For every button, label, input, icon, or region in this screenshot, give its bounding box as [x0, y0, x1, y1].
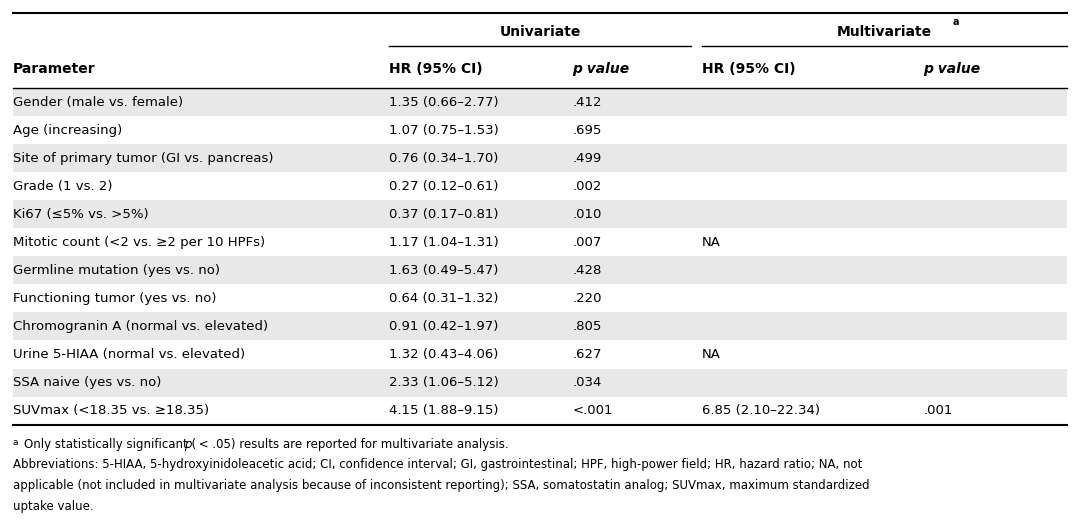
Text: .695: .695	[572, 123, 602, 137]
Text: Site of primary tumor (GI vs. pancreas): Site of primary tumor (GI vs. pancreas)	[13, 152, 273, 165]
Text: Chromogranin A (normal vs. elevated): Chromogranin A (normal vs. elevated)	[13, 320, 268, 333]
Text: p value: p value	[923, 63, 981, 76]
Text: SUVmax (<18.35 vs. ≥18.35): SUVmax (<18.35 vs. ≥18.35)	[13, 404, 210, 417]
Text: Gender (male vs. female): Gender (male vs. female)	[13, 95, 184, 108]
Bar	[13, 88, 1067, 116]
Text: <.001: <.001	[572, 404, 613, 417]
Text: .428: .428	[572, 264, 602, 277]
Text: Parameter: Parameter	[13, 63, 96, 76]
Bar	[13, 284, 1067, 313]
Text: Abbreviations: 5-HIAA, 5-hydroxyinidoleacetic acid; CI, confidence interval; GI,: Abbreviations: 5-HIAA, 5-hydroxyinidolea…	[13, 458, 862, 472]
Text: Functioning tumor (yes vs. no): Functioning tumor (yes vs. no)	[13, 292, 216, 305]
Text: 1.63 (0.49–5.47): 1.63 (0.49–5.47)	[389, 264, 498, 277]
Bar	[13, 116, 1067, 144]
Bar	[13, 144, 1067, 172]
Bar	[13, 200, 1067, 228]
Text: NA: NA	[702, 348, 720, 361]
Text: NA: NA	[702, 236, 720, 249]
Text: uptake value.: uptake value.	[13, 500, 94, 513]
Bar	[13, 13, 1067, 51]
Text: a: a	[953, 17, 959, 28]
Text: .034: .034	[572, 376, 602, 389]
Text: 1.17 (1.04–1.31): 1.17 (1.04–1.31)	[389, 236, 499, 249]
Text: 2.33 (1.06–5.12): 2.33 (1.06–5.12)	[389, 376, 499, 389]
Text: 0.64 (0.31–1.32): 0.64 (0.31–1.32)	[389, 292, 498, 305]
Bar	[13, 228, 1067, 256]
Text: 0.27 (0.12–0.61): 0.27 (0.12–0.61)	[389, 180, 498, 193]
Text: .001: .001	[923, 404, 953, 417]
Text: 0.91 (0.42–1.97): 0.91 (0.42–1.97)	[389, 320, 498, 333]
Text: Urine 5-HIAA (normal vs. elevated): Urine 5-HIAA (normal vs. elevated)	[13, 348, 245, 361]
Text: 1.07 (0.75–1.53): 1.07 (0.75–1.53)	[389, 123, 499, 137]
Bar	[13, 172, 1067, 200]
Text: .007: .007	[572, 236, 602, 249]
Text: 0.76 (0.34–1.70): 0.76 (0.34–1.70)	[389, 152, 498, 165]
Bar	[13, 256, 1067, 284]
Bar	[13, 368, 1067, 396]
Text: Age (increasing): Age (increasing)	[13, 123, 122, 137]
Text: 6.85 (2.10–22.34): 6.85 (2.10–22.34)	[702, 404, 820, 417]
Text: Germline mutation (yes vs. no): Germline mutation (yes vs. no)	[13, 264, 220, 277]
Text: Only statistically significant (: Only statistically significant (	[24, 438, 195, 451]
Text: SSA naive (yes vs. no): SSA naive (yes vs. no)	[13, 376, 161, 389]
Text: 4.15 (1.88–9.15): 4.15 (1.88–9.15)	[389, 404, 498, 417]
Text: .010: .010	[572, 208, 602, 221]
Text: applicable (not included in multivariate analysis because of inconsistent report: applicable (not included in multivariate…	[13, 479, 869, 492]
Text: .499: .499	[572, 152, 602, 165]
Text: Multivariate: Multivariate	[837, 25, 932, 39]
Text: a: a	[13, 438, 18, 446]
Bar	[13, 51, 1067, 88]
Text: p: p	[184, 438, 191, 451]
Text: .627: .627	[572, 348, 602, 361]
Text: Grade (1 vs. 2): Grade (1 vs. 2)	[13, 180, 112, 193]
Text: 1.32 (0.43–4.06): 1.32 (0.43–4.06)	[389, 348, 498, 361]
Bar	[13, 341, 1067, 368]
Text: .220: .220	[572, 292, 602, 305]
Text: .412: .412	[572, 95, 602, 108]
Text: HR (95% CI): HR (95% CI)	[702, 63, 796, 76]
Text: Univariate: Univariate	[499, 25, 581, 39]
Text: .002: .002	[572, 180, 602, 193]
Text: 0.37 (0.17–0.81): 0.37 (0.17–0.81)	[389, 208, 498, 221]
Bar	[13, 313, 1067, 341]
Text: Mitotic count (<2 vs. ≥2 per 10 HPFs): Mitotic count (<2 vs. ≥2 per 10 HPFs)	[13, 236, 265, 249]
Text: .805: .805	[572, 320, 602, 333]
Text: p value: p value	[572, 63, 630, 76]
Text: Ki67 (≤5% vs. >5%): Ki67 (≤5% vs. >5%)	[13, 208, 149, 221]
Text: 1.35 (0.66–2.77): 1.35 (0.66–2.77)	[389, 95, 499, 108]
Text: HR (95% CI): HR (95% CI)	[389, 63, 483, 76]
Bar	[13, 396, 1067, 425]
Text: < .05) results are reported for multivariate analysis.: < .05) results are reported for multivar…	[195, 438, 509, 451]
